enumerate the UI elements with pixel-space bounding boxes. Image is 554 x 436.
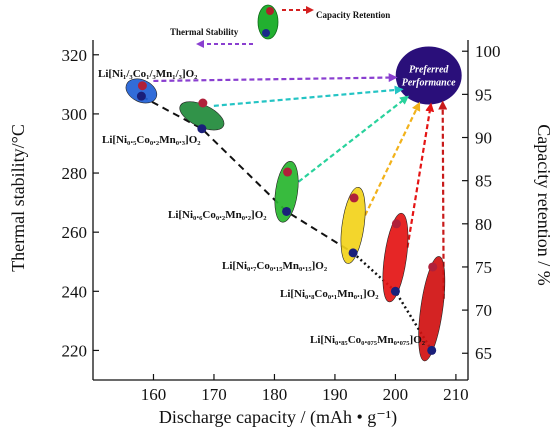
material-label: Li[Ni₁/₃Co₁/₃Mn₁/₃]O₂	[98, 68, 198, 80]
thermal-stability-point	[282, 206, 292, 216]
thermal-stability-point	[427, 345, 437, 355]
improvement-arrow	[213, 85, 404, 107]
y-axis-right-title: Capacity retention / %	[534, 124, 554, 285]
legend-blue-dot	[262, 29, 270, 37]
thermal-stability-point	[390, 286, 400, 296]
improvement-arrow	[153, 73, 398, 83]
capacity-retention-point	[349, 193, 359, 203]
legend: Capacity Retention Thermal Stability	[170, 4, 390, 48]
x-axis-title: Discharge capacity / (mAh • g⁻¹)	[159, 407, 397, 428]
y-left-tick-label: 240	[62, 282, 88, 301]
preferred-label-line1: Preferred	[409, 64, 449, 75]
trend-line-dashed	[140, 95, 354, 254]
y-right-tick-label: 75	[475, 258, 492, 277]
capacity-retention-point	[137, 81, 147, 91]
x-tick-label: 180	[262, 385, 288, 404]
y-axis-left-title: Thermal stability/°C	[8, 124, 28, 272]
material-ellipse	[340, 186, 366, 264]
y-right-tick-label: 90	[475, 129, 492, 148]
preferred-ellipse	[395, 46, 462, 105]
y-right-tick-label: 80	[475, 215, 492, 234]
material-label: Li[Ni₀.₈₅Co₀.₀₇₅Mn₀.₀₇₅]O₂	[310, 334, 426, 346]
material-group	[274, 160, 299, 223]
material-group	[382, 212, 409, 303]
x-tick-label: 200	[383, 385, 409, 404]
thermal-stability-point	[136, 91, 146, 101]
y-right-tick-label: 85	[475, 172, 492, 191]
legend-capacity-label: Capacity Retention	[316, 10, 390, 20]
y-right-tick-label: 100	[475, 42, 501, 61]
material-ellipse	[125, 78, 158, 104]
material-ellipse	[179, 101, 225, 131]
y-right-tick-label: 95	[475, 85, 492, 104]
material-label: Li[Ni₀.₇Co₀.₁₅Mn₀.₁₅]O₂	[222, 260, 328, 272]
preferred-performance-marker: Preferred Performance	[395, 46, 462, 105]
y-right-tick-label: 70	[475, 301, 492, 320]
y-left-tick-label: 320	[62, 46, 88, 65]
y-left-tick-label: 280	[62, 164, 88, 183]
capacity-retention-point	[283, 167, 293, 177]
material-label: Li[Ni₀.₅Co₀.₂Mn₀.₃]O₂	[102, 134, 201, 146]
x-tick-label: 170	[201, 385, 227, 404]
y-left-tick-label: 300	[62, 105, 88, 124]
thermal-stability-point	[348, 248, 358, 258]
improvement-arrow	[297, 95, 410, 183]
material-group	[179, 98, 225, 134]
material-ellipse	[418, 256, 446, 362]
y-right-tick-label: 65	[475, 344, 492, 363]
material-ellipse	[382, 212, 409, 303]
material-label: Li[Ni₀.₈Co₀.₁Mn₀.₁]O₂	[280, 288, 379, 300]
material-group	[418, 256, 446, 362]
thermal-stability-point	[197, 124, 207, 134]
x-tick-label: 210	[443, 385, 469, 404]
x-tick-label: 160	[141, 385, 167, 404]
preferred-label-line2: Performance	[402, 77, 456, 88]
y-left-tick-label: 260	[62, 223, 88, 242]
y-left-tick-label: 220	[62, 341, 88, 360]
legend-thermal-label: Thermal Stability	[170, 27, 239, 37]
improvement-arrow	[364, 101, 421, 216]
material-ellipse	[274, 160, 299, 223]
material-group	[340, 186, 366, 264]
capacity-retention-point	[428, 262, 438, 272]
material-label: Li[Ni₀.₆Co₀.₂Mn₀.₂]O₂	[168, 209, 267, 221]
capacity-retention-point	[198, 98, 208, 108]
material-group	[125, 78, 158, 104]
capacity-retention-point	[391, 219, 401, 229]
improvement-arrow	[406, 102, 435, 248]
x-tick-label: 190	[322, 385, 348, 404]
legend-red-dot	[266, 7, 274, 15]
